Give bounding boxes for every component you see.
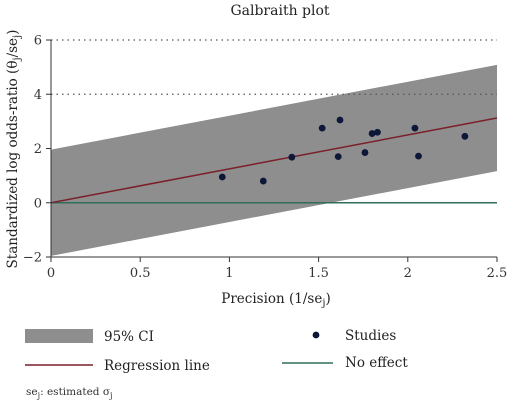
- x-tick-label: 0.5: [130, 266, 151, 281]
- study-point: [336, 116, 344, 124]
- study-point: [368, 130, 376, 137]
- study-point: [374, 128, 381, 136]
- legend-ci-label: 95% CI: [104, 329, 154, 345]
- y-tick-label: 2: [34, 142, 42, 157]
- legend-studies-label: Studies: [345, 328, 396, 344]
- x-tick-label: 1: [225, 266, 233, 281]
- study-point: [218, 173, 226, 181]
- study-point: [318, 124, 326, 132]
- legend: 95% CI Regression line Studies No effect: [25, 328, 408, 374]
- x-tick-label: 0: [47, 266, 55, 281]
- study-point: [288, 153, 296, 161]
- y-tick-label: 6: [34, 34, 42, 49]
- footnote: sej: estimated σj: [26, 386, 113, 400]
- chart-title: Galbraith plot: [230, 3, 329, 19]
- y-tick-label: 0: [34, 196, 42, 211]
- legend-ci-swatch: [25, 329, 93, 343]
- legend-regression-label: Regression line: [104, 358, 210, 374]
- legend-no-effect-label: No effect: [345, 355, 408, 371]
- legend-studies-marker: [312, 331, 320, 339]
- y-tick-label: 4: [34, 88, 42, 103]
- y-tick-label: −2: [23, 251, 42, 266]
- study-point: [461, 132, 469, 140]
- x-tick-label: 2: [404, 266, 412, 281]
- study-point: [361, 149, 369, 156]
- study-point: [415, 152, 422, 160]
- regression-line: [51, 117, 497, 204]
- y-axis-title: Standardized log odds-ratio (θj/sej): [5, 30, 23, 269]
- x-tick-label: 2.5: [487, 266, 507, 281]
- x-tick-label: 1.5: [308, 266, 329, 281]
- study-point: [411, 124, 419, 132]
- study-point: [259, 177, 267, 185]
- study-point: [334, 153, 342, 161]
- x-axis-title: Precision (1/sej): [221, 291, 330, 309]
